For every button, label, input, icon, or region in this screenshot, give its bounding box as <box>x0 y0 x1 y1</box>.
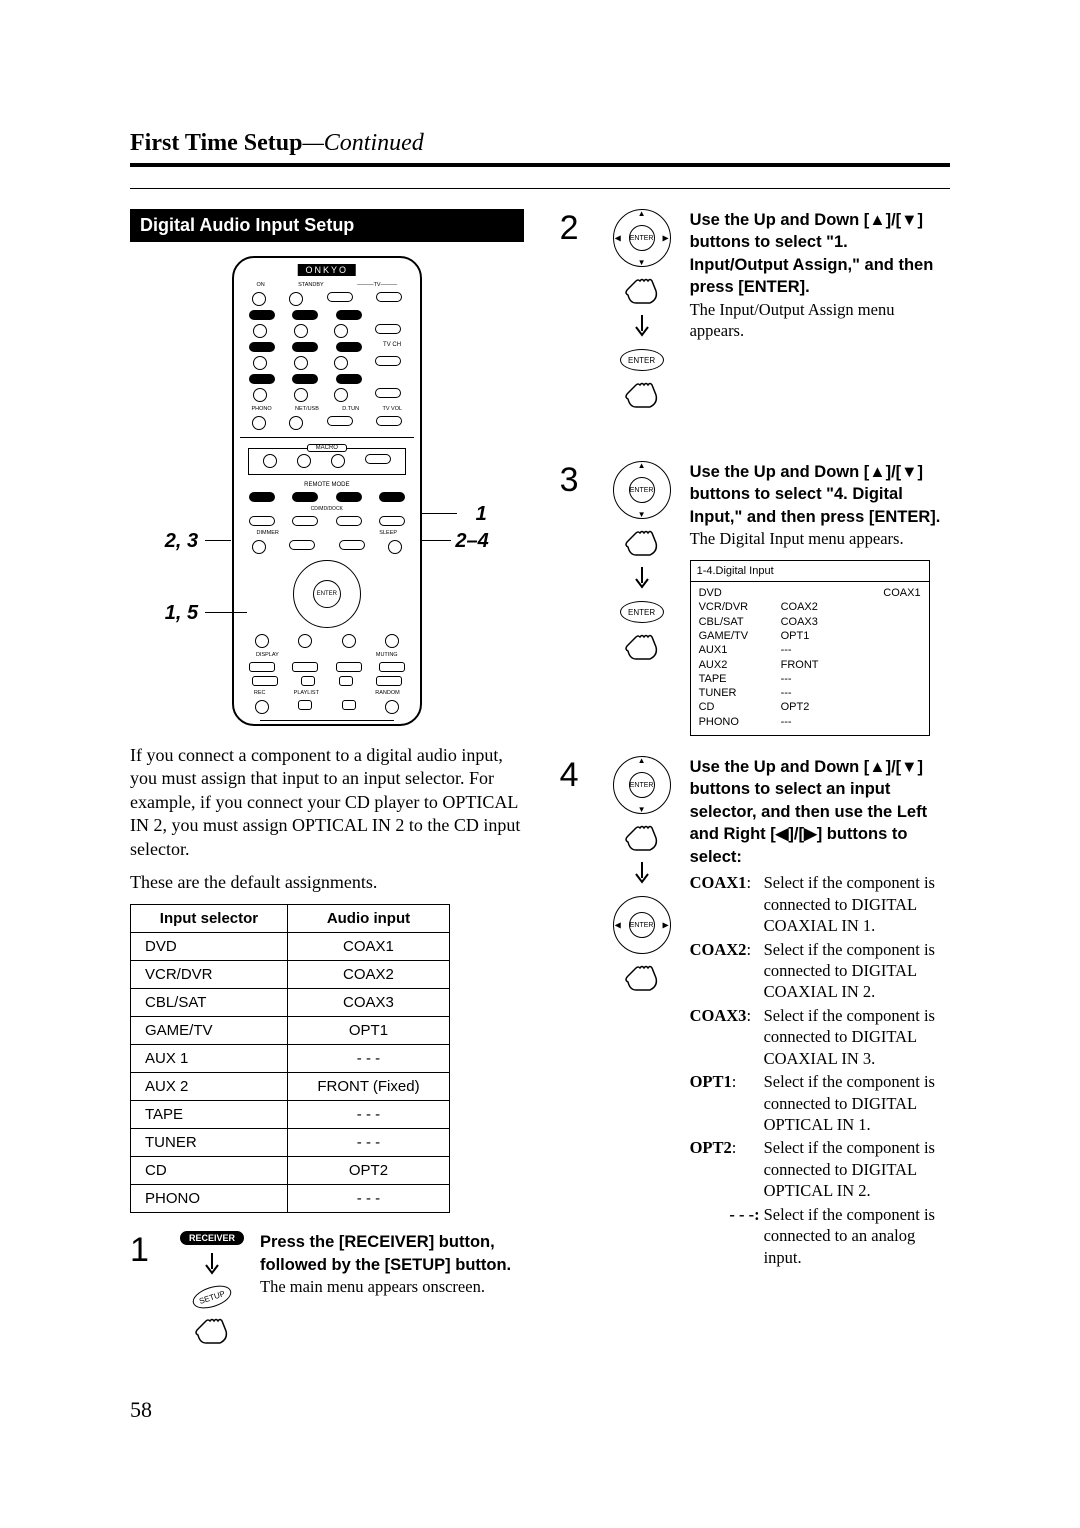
receiver-button-icon: RECEIVER <box>180 1231 244 1245</box>
step-4-num: 4 <box>560 756 594 795</box>
step-3-bold: Use the Up and Down [▲]/[▼] buttons to s… <box>690 463 941 526</box>
definition-row: COAX1Select if the component is connecte… <box>690 872 950 936</box>
menu-row: TAPE--- <box>699 672 921 686</box>
menu-row: CDOPT2 <box>699 700 921 714</box>
hand-icon <box>622 822 662 854</box>
menu-row: PHONO--- <box>699 715 921 729</box>
definition-list: COAX1Select if the component is connecte… <box>690 872 950 1268</box>
menu-row: AUX2FRONT <box>699 658 921 672</box>
table-row: AUX 1- - - <box>131 1045 450 1073</box>
down-arrow-icon <box>633 315 651 341</box>
menu-row: CBL/SATCOAX3 <box>699 615 921 629</box>
step-3: 3 ENTER ▲ ▼ ENTER Use the Up <box>560 461 950 736</box>
table-row: VCR/DVRCOAX2 <box>131 961 450 989</box>
step-2-bold: Use the Up and Down [▲]/[▼] buttons to s… <box>690 211 934 296</box>
setup-button-icon: SETUP <box>190 1282 234 1313</box>
definition-row: OPT2Select if the component is connected… <box>690 1137 950 1201</box>
definition-row: - - -:Select if the component is connect… <box>690 1204 950 1268</box>
col-audio-input: Audio input <box>287 905 449 933</box>
menu-row: DVDCOAX1 <box>699 586 921 600</box>
remote-diagram: ONKYO ONSTANDBY———TV——— TV CH PHONONET/U… <box>167 256 487 726</box>
callout-1: 1 <box>476 503 487 526</box>
title-main: First Time Setup <box>130 130 302 156</box>
step-1-num: 1 <box>130 1231 164 1270</box>
page-title: First Time Setup—Continued <box>130 130 950 167</box>
menu-title: 1-4.Digital Input <box>691 561 929 582</box>
title-continued: —Continued <box>302 130 423 156</box>
enter-button-icon: ENTER <box>620 601 664 623</box>
table-row: DVDCOAX1 <box>131 933 450 961</box>
nav-enter-icon: ENTER ▲ ▼ ◀ ▶ <box>613 209 671 267</box>
hand-icon <box>622 379 662 411</box>
table-row: TUNER- - - <box>131 1129 450 1157</box>
table-row: TAPE- - - <box>131 1101 450 1129</box>
callout-23: 2, 3 <box>165 530 198 553</box>
step-2: 2 ENTER ▲ ▼ ◀ ▶ ENTER <box>560 209 950 411</box>
callout-24: 2–4 <box>455 530 488 553</box>
assignment-table: Input selector Audio input DVDCOAX1VCR/D… <box>130 904 450 1213</box>
down-arrow-icon <box>633 567 651 593</box>
step-1-plain: The main menu appears onscreen. <box>260 1277 485 1296</box>
col-input-selector: Input selector <box>131 905 288 933</box>
step-1: 1 RECEIVER SETUP Press the [RECEIVER] bu… <box>130 1231 524 1347</box>
menu-row: GAME/TVOPT1 <box>699 629 921 643</box>
step-3-num: 3 <box>560 461 594 500</box>
table-row: AUX 2FRONT (Fixed) <box>131 1073 450 1101</box>
step-1-bold: Press the [RECEIVER] button, followed by… <box>260 1233 511 1273</box>
table-row: GAME/TVOPT1 <box>131 1017 450 1045</box>
step-2-plain: The Input/Output Assign menu appears. <box>690 300 895 340</box>
page-number: 58 <box>130 1397 950 1423</box>
definition-row: COAX3Select if the component is connecte… <box>690 1005 950 1069</box>
menu-row: TUNER--- <box>699 686 921 700</box>
menu-row: AUX1--- <box>699 643 921 657</box>
remote-brand: ONKYO <box>298 264 357 276</box>
step-4: 4 ENTER ▲ ▼ ENTER ◀ ▶ <box>560 756 950 1270</box>
hr <box>130 188 950 189</box>
table-row: PHONO- - - <box>131 1185 450 1213</box>
table-row: CBL/SATCOAX3 <box>131 989 450 1017</box>
hand-icon <box>622 962 662 994</box>
intro-text: If you connect a component to a digital … <box>130 744 524 861</box>
table-row: CDOPT2 <box>131 1157 450 1185</box>
hand-icon <box>622 527 662 559</box>
hand-icon <box>622 275 662 307</box>
hand-icon <box>192 1315 232 1347</box>
enter-button-icon: ENTER <box>620 349 664 371</box>
down-arrow-icon <box>203 1253 221 1279</box>
step-4-bold: Use the Up and Down [▲]/[▼] buttons to s… <box>690 758 927 866</box>
nav-enter-icon: ENTER ▲ ▼ <box>613 461 671 519</box>
defaults-text: These are the default assignments. <box>130 871 524 894</box>
nav-enter-icon: ENTER ▲ ▼ <box>613 756 671 814</box>
nav-enter-icon: ENTER ◀ ▶ <box>613 896 671 954</box>
definition-row: OPT1Select if the component is connected… <box>690 1071 950 1135</box>
definition-row: COAX2Select if the component is connecte… <box>690 939 950 1003</box>
section-title: Digital Audio Input Setup <box>130 209 524 242</box>
digital-input-menu: 1-4.Digital Input DVDCOAX1VCR/DVRCOAX2CB… <box>690 560 930 736</box>
step-2-num: 2 <box>560 209 594 248</box>
menu-row: VCR/DVRCOAX2 <box>699 600 921 614</box>
callout-15: 1, 5 <box>165 602 198 625</box>
hand-icon <box>622 631 662 663</box>
step-3-plain: The Digital Input menu appears. <box>690 529 904 548</box>
down-arrow-icon <box>633 862 651 888</box>
